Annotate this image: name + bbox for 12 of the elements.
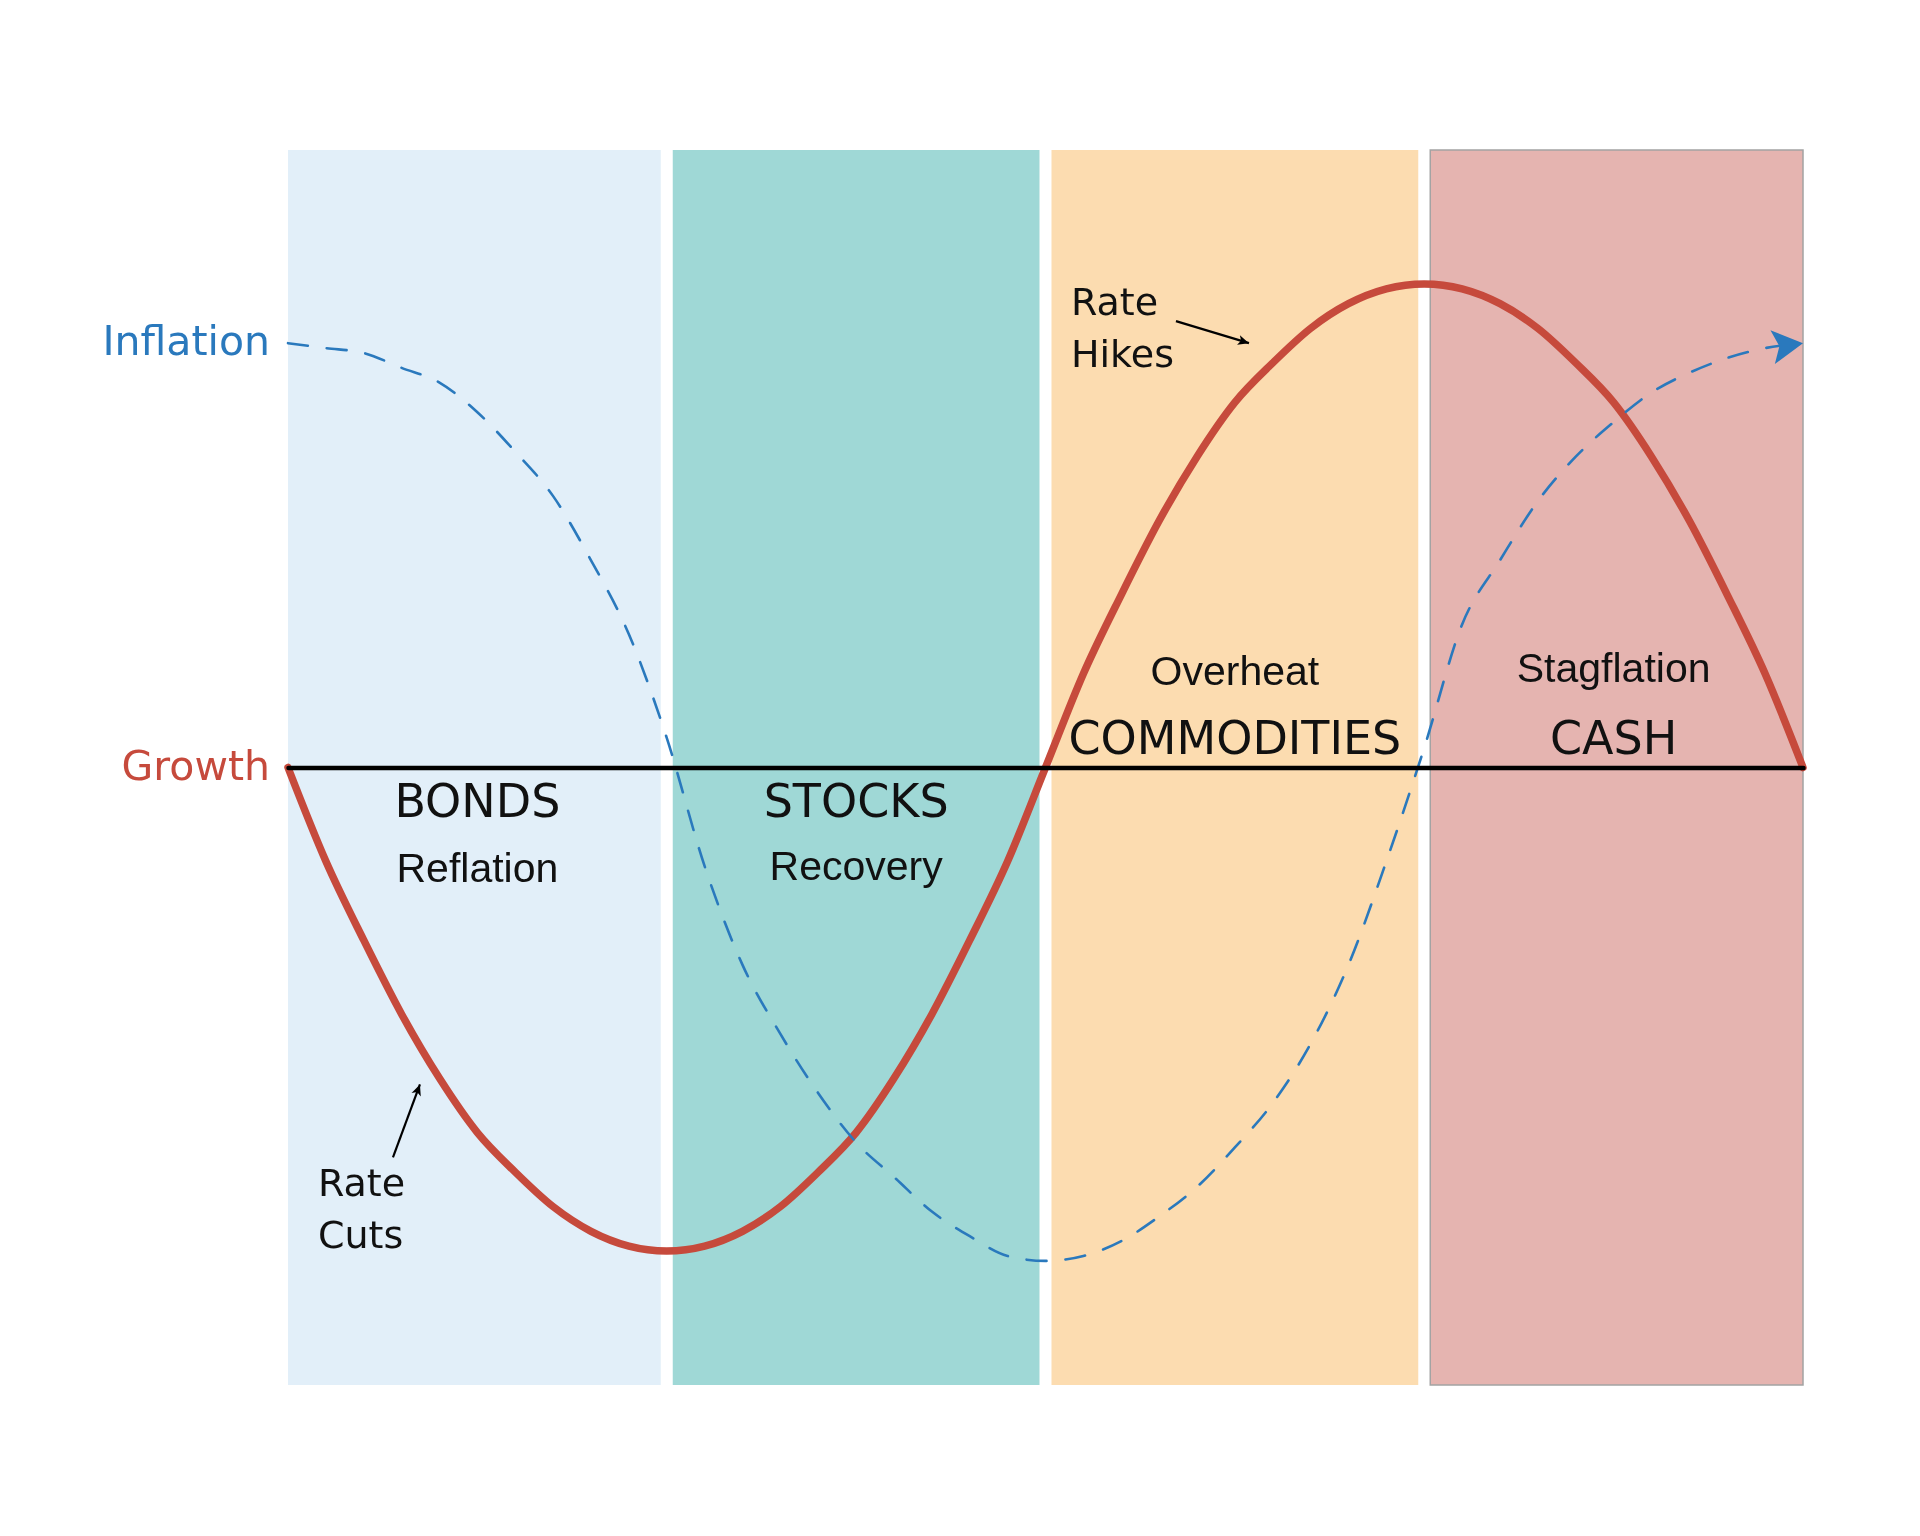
annotation: Stagflation [1516, 644, 1711, 691]
annotation: Reflation [396, 844, 559, 891]
series-label: Inflation [102, 317, 270, 366]
annotation: Rate Cuts [317, 1161, 406, 1258]
annotation: BONDS [394, 773, 561, 828]
annotation: COMMODITIES [1068, 710, 1402, 765]
annotation: Overheat [1150, 647, 1320, 694]
annotation: CASH [1549, 710, 1678, 765]
series-label: Growth [121, 741, 270, 790]
annotation: Recovery [769, 842, 944, 889]
annotation: Rate Hikes [1070, 280, 1174, 377]
annotation: STOCKS [763, 773, 949, 828]
